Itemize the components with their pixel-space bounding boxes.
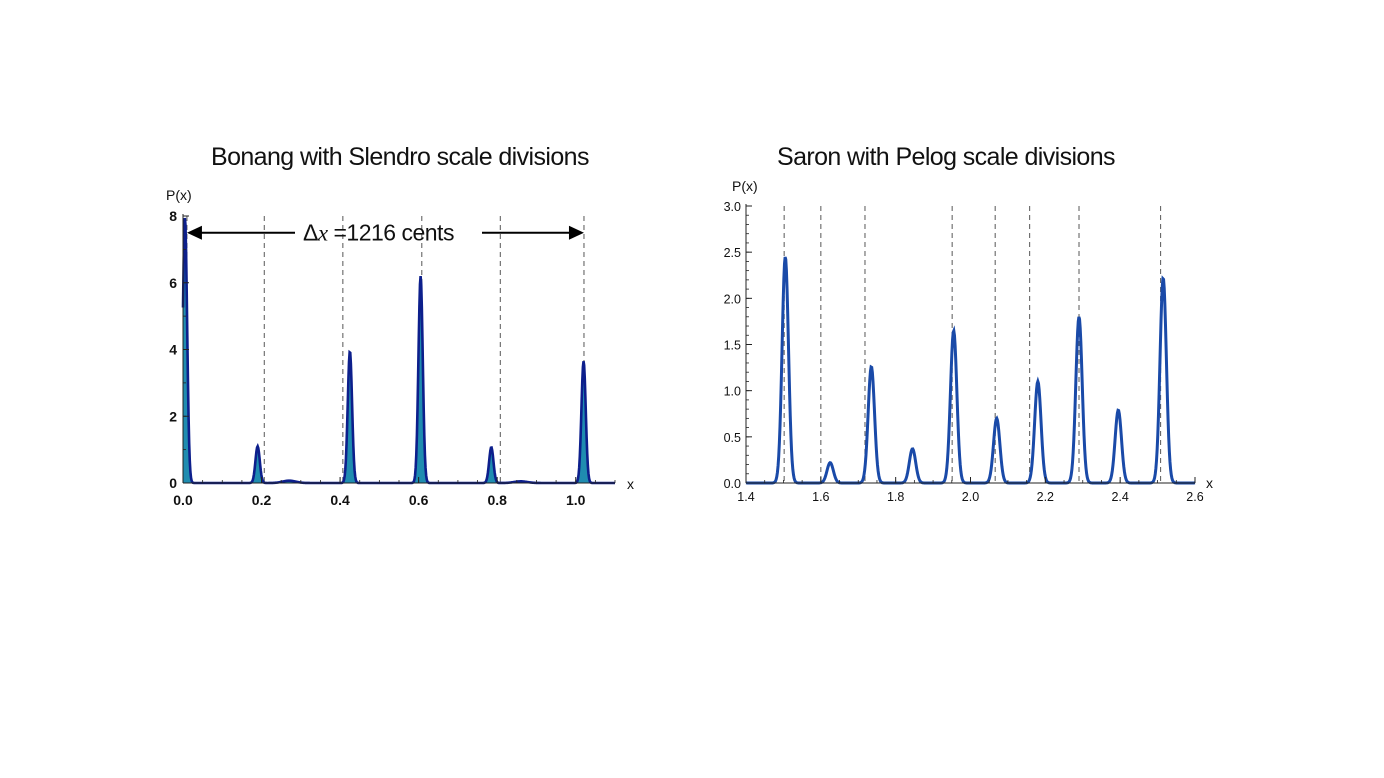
x-tick-label: 1.4 [737,490,754,504]
x-tick-label: 2.4 [1111,490,1128,504]
chart-title-saron: Saron with Pelog scale divisions [777,143,1116,171]
annotation-value: =1216 cents [328,220,454,246]
x-tick-label: 1.0 [566,492,586,508]
y-tick-label: 8 [169,208,177,224]
x-tick-label: 0.2 [252,492,272,508]
x-tick-label: 1.8 [887,490,904,504]
x-axis-label: x [627,476,634,492]
annotation-delta: Δ [303,220,318,246]
y-tick-label: 6 [169,275,177,291]
y-tick-label: 0.5 [724,431,741,445]
y-axis-label: P(x) [166,187,192,203]
y-tick-label: 1.0 [724,385,741,399]
y-tick-label: 4 [169,342,177,358]
y-tick-label: 1.5 [724,339,741,353]
y-tick-label: 2 [169,408,177,424]
x-tick-label: 0.6 [409,492,429,508]
x-tick-label: 0.4 [330,492,350,508]
x-tick-label: 2.6 [1186,490,1203,504]
arrowhead-left [186,225,202,240]
annotation-text: Δx =1216 cents [303,220,454,246]
density-curve [745,256,1196,485]
x-tick-label: 1.6 [812,490,829,504]
x-tick-label: 2.2 [1037,490,1054,504]
annotation-variable: x [317,221,329,246]
arrowhead-right [568,225,584,240]
y-tick-label: 0 [169,475,177,491]
x-tick-label: 2.0 [962,490,979,504]
y-tick-label: 2.5 [724,246,741,260]
y-tick-label: 0.0 [724,477,741,491]
y-tick-label: 2.0 [724,292,741,306]
chart-title-bonang: Bonang with Slendro scale divisions [211,143,589,171]
x-axis-label: x [1206,475,1213,491]
x-tick-label: 0.0 [173,492,193,508]
y-tick-label: 3.0 [724,200,741,214]
x-tick-label: 0.8 [487,492,507,508]
y-axis-label: P(x) [732,178,758,194]
